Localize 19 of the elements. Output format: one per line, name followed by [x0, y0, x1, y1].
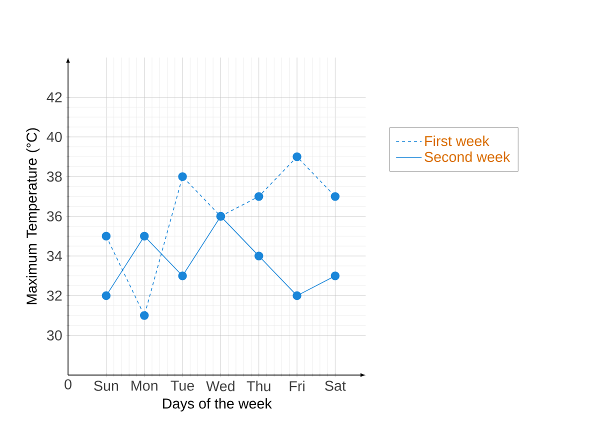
y-tick-label: 40	[46, 132, 62, 142]
x-tick-label: Thu	[246, 380, 270, 392]
y-tick-label: 42	[46, 92, 62, 102]
x-axis-title: Days of the week	[163, 398, 272, 412]
x-tick-label: Fri	[290, 380, 304, 392]
y-tick-label: 30	[46, 330, 62, 340]
y-axis-title: Maximum Temperature (°C)	[26, 128, 40, 304]
x-tick-label: Sat	[325, 380, 346, 391]
x-tick-label: Tue	[170, 380, 194, 391]
y-tick-label: 38	[46, 171, 62, 182]
x-tick-label: Sun	[94, 380, 118, 391]
y-tick-label: 34	[46, 250, 62, 262]
legend-label: Second week	[424, 151, 510, 162]
y-tick-label: 36	[46, 211, 62, 222]
legend-label: First week	[425, 136, 490, 146]
y-tick-label: 32	[46, 290, 62, 301]
x-tick-label: Wed	[206, 380, 234, 392]
text: 0	[64, 379, 72, 390]
x-tick-label: Mon	[132, 380, 158, 391]
